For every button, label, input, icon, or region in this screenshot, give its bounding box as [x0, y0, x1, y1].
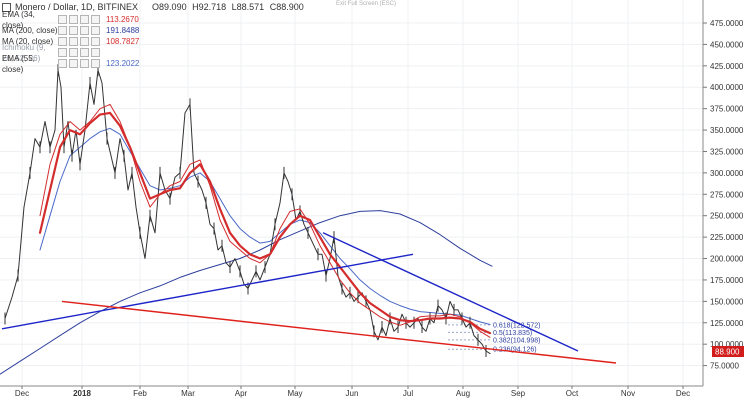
price-tick-label: 275.0000: [710, 190, 744, 199]
trendline-2[interactable]: [61, 300, 617, 364]
time-tick-label: Jul: [403, 389, 413, 398]
indicator-value: 108.7827: [106, 37, 140, 47]
indicator-name: EMA (34, close): [2, 9, 35, 30]
eye-icon[interactable]: [58, 48, 67, 58]
fib-label: 0.618(122.572): [493, 322, 540, 329]
ohlc-low: L88.571: [231, 2, 265, 12]
eye-icon[interactable]: [58, 26, 67, 36]
close-icon[interactable]: [80, 26, 89, 36]
indicator-row[interactable]: MA (200, close) 191.8488: [2, 25, 307, 36]
price-tick-label: 300.0000: [710, 169, 744, 178]
indicator-row[interactable]: EMA (34, close) 113.2670: [2, 10, 307, 30]
indicator-name: EMA (55, close): [2, 53, 35, 74]
time-tick-label: Feb: [133, 389, 147, 398]
settings-icon[interactable]: [69, 59, 78, 69]
legend: Monero / Dollar, 1D, BITFINEX O89.090 H9…: [2, 2, 307, 74]
ohlc-values: O89.090 H92.718 L88.571 C88.900: [152, 2, 307, 13]
ohlc-high: H92.718: [192, 2, 227, 12]
current-price-tag: 88.900: [712, 346, 744, 357]
time-tick-label: Oct: [566, 389, 579, 398]
series-price: [4, 69, 491, 355]
more-icon[interactable]: [91, 37, 100, 47]
close-icon[interactable]: [80, 59, 89, 69]
series-ma-200-close: [0, 210, 493, 375]
price-tick-label: 400.0000: [710, 83, 744, 92]
more-icon[interactable]: [91, 48, 100, 58]
indicator-value: 123.2022: [106, 59, 140, 69]
price-axis[interactable]: 475.0000 450.0000 425.0000 400.0000 375.0000…: [703, 19, 744, 371]
indicator-list: EMA (34, close) 113.2670 MA (200, close) 19…: [2, 10, 307, 74]
more-icon[interactable]: [91, 59, 100, 69]
price-tick-label: 150.0000: [710, 297, 744, 306]
series-layer: [0, 64, 493, 375]
fibonacci-levels: 0.618(122.572)0.5(113.835)0.382(104.998)…: [448, 322, 540, 354]
trendline-0[interactable]: [1, 253, 414, 330]
symbol-title: Monero / Dollar, 1D, BITFINEX: [15, 2, 139, 12]
settings-icon[interactable]: [69, 15, 78, 25]
close-icon[interactable]: [80, 48, 89, 58]
price-tick-label: 100.0000: [710, 340, 744, 349]
indicator-value: 113.2670: [106, 15, 139, 25]
time-tick-label: Jun: [346, 389, 359, 398]
time-tick-label: Sep: [511, 389, 526, 398]
time-tick-label: Dec: [676, 389, 690, 398]
ohlc-open: O89.090: [152, 2, 187, 12]
exit-fullscreen-hint[interactable]: Exit Full Screen (ESC): [336, 1, 397, 7]
price-tick-label: 75.0000: [710, 362, 739, 371]
time-tick-label: Aug: [456, 389, 470, 398]
settings-icon[interactable]: [69, 26, 78, 36]
indicator-row[interactable]: MA (20, close) 108.7827: [2, 36, 307, 47]
fib-label: 0.5(113.835): [493, 330, 532, 337]
fib-label: 0.382(104.998): [493, 337, 540, 344]
time-tick-label: Dec: [15, 389, 29, 398]
close-icon[interactable]: [80, 37, 89, 47]
price-tick-label: 200.0000: [710, 255, 744, 264]
series-ema-34-close: [38, 111, 492, 335]
ohlc-close: C88.900: [269, 2, 304, 12]
price-tick-label: 325.0000: [710, 147, 744, 156]
time-tick-label: Apr: [235, 389, 248, 398]
series-ema-55-close: [39, 127, 491, 325]
settings-icon[interactable]: [69, 48, 78, 58]
series-ma-20-close: [39, 103, 491, 338]
price-tick-label: 375.0000: [710, 105, 744, 114]
indicator-name: Ichimoku (9, 26, 52, 26): [2, 42, 46, 63]
current-price-tag-text: 88.900: [715, 348, 740, 357]
more-icon[interactable]: [91, 15, 100, 25]
close-icon[interactable]: [80, 15, 89, 25]
indicator-value: 191.8488: [106, 26, 140, 36]
indicator-name: MA (20, close): [2, 37, 54, 47]
price-tick-label: 225.0000: [710, 233, 744, 242]
price-tick-label: 350.0000: [710, 126, 744, 135]
time-tick-label: 2018: [73, 389, 91, 398]
time-axis[interactable]: Dec 2018 Feb Mar Apr May Jun Jul Aug Sep Oct Nov Dec: [15, 386, 690, 398]
price-tick-label: 450.0000: [710, 40, 744, 49]
eye-icon[interactable]: [58, 15, 67, 25]
legend-title-row: Monero / Dollar, 1D, BITFINEX O89.090 H9…: [2, 2, 307, 13]
collapse-square-icon[interactable]: [2, 3, 11, 13]
eye-icon[interactable]: [58, 59, 67, 69]
more-icon[interactable]: [91, 26, 100, 36]
settings-icon[interactable]: [69, 37, 78, 47]
indicator-row[interactable]: Ichimoku (9, 26, 52, 26): [2, 43, 307, 63]
price-tick-label: 475.0000: [710, 19, 744, 28]
trendlines[interactable]: [1, 232, 617, 364]
indicator-row[interactable]: EMA (55, close) 123.2022: [2, 54, 307, 74]
current-price-tag-bg: [712, 346, 744, 357]
price-tick-label: 175.0000: [710, 276, 744, 285]
trendline-1[interactable]: [322, 232, 579, 352]
time-tick-label: Nov: [621, 389, 635, 398]
chart-grid: [0, 0, 703, 386]
price-tick-label: 125.0000: [710, 319, 744, 328]
price-tick-label: 425.0000: [710, 62, 744, 71]
fib-label: 0.236(94.126): [493, 347, 537, 354]
time-tick-label: May: [287, 389, 302, 398]
time-tick-label: Mar: [181, 389, 195, 398]
price-tick-label: 250.0000: [710, 212, 744, 221]
eye-icon[interactable]: [58, 37, 67, 47]
indicator-name: MA (200, close): [2, 26, 58, 36]
